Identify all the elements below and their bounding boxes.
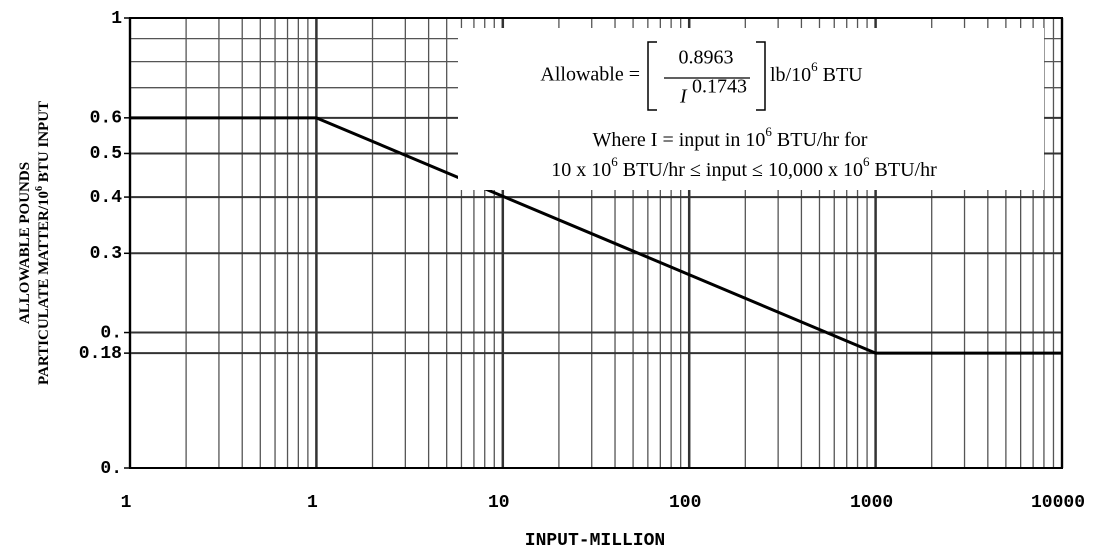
superscript: 6 [863, 154, 870, 169]
text-run: 10 x 10 [551, 159, 611, 181]
formula-unit: lb/106 BTU [770, 59, 863, 85]
y-axis-label: PARTICULATE MATTER/106 BTU INPUT [34, 101, 53, 385]
y-tick-label: 1 [111, 9, 122, 29]
x-tick-label: 100 [669, 493, 701, 513]
text-run: BTU/hr [870, 159, 938, 181]
y-tick-label: 0.6 [90, 109, 122, 129]
y-tick-label: 0. [100, 459, 122, 479]
y-tick-label: 0.3 [90, 244, 122, 264]
y-tick-label: 0.4 [90, 188, 123, 208]
formula-lhs: Allowable = [540, 64, 640, 86]
bracket-left [647, 41, 657, 111]
text-run: BTU/hr for [772, 129, 868, 151]
x-tick-label: 10000 [1031, 493, 1085, 513]
x-tick-label: 1 [307, 493, 318, 513]
y-tick-label: 0.5 [90, 144, 122, 164]
superscript: 6 [765, 124, 772, 139]
annotation-box [458, 28, 1044, 190]
y-tick-label: 0.18 [79, 344, 122, 364]
x-tick-label: 10 [488, 493, 510, 513]
superscript: 6 [611, 154, 618, 169]
bracket-right [756, 41, 766, 111]
annotation-line2: Where I = input in 106 BTU/hr for [593, 124, 868, 150]
text-run: lb/10 [770, 64, 811, 86]
text-run: BTU INPUT [36, 101, 52, 186]
numerator: 0.8963 [679, 47, 734, 69]
text-run: ALLOWABLE POUNDS [17, 162, 33, 324]
data-line [130, 116, 1062, 355]
x-tick-label: 1 [121, 493, 132, 513]
y-tick-label: 0. [100, 323, 122, 343]
text-run: PARTICULATE MATTER/10 [36, 191, 52, 385]
denominator-base: I [679, 86, 688, 108]
superscript: 6 [811, 59, 818, 74]
x-tick-label: 1000 [850, 493, 893, 513]
text-run: BTU [818, 64, 864, 86]
x-axis-label: INPUT-MILLION [525, 531, 665, 551]
text-run: BTU/hr ≤ input ≤ 10,000 x 10 [618, 159, 863, 181]
denominator-exp: 0.1743 [692, 76, 747, 98]
superscript: 6 [34, 186, 45, 191]
text-run: Where I = input in 10 [593, 129, 766, 151]
annotation-line3: 10 x 106 BTU/hr ≤ input ≤ 10,000 x 106 B… [551, 154, 937, 180]
plot-frame [129, 17, 1063, 469]
y-axis-label: ALLOWABLE POUNDS [17, 162, 33, 324]
